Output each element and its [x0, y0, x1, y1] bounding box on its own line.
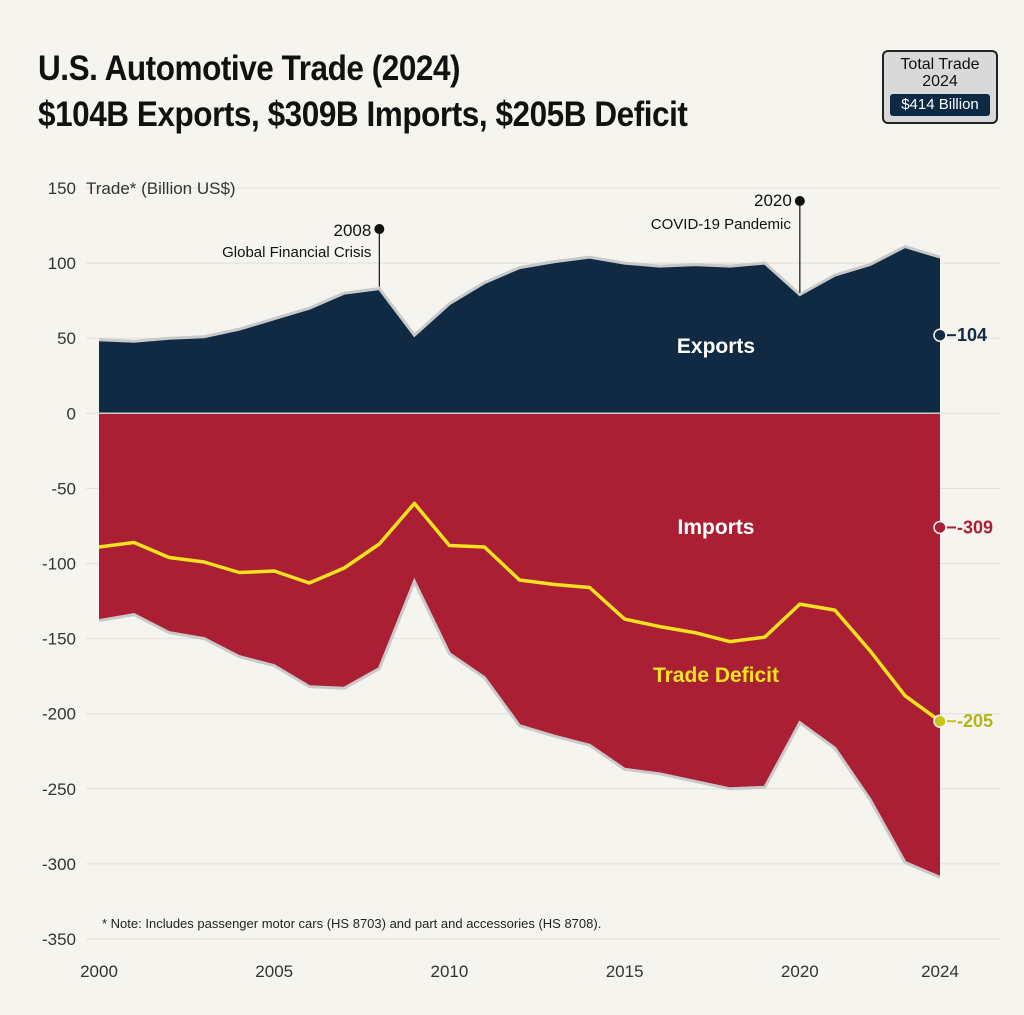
title-line-1: U.S. Automotive Trade (2024)	[38, 49, 461, 88]
chart-areas	[98, 244, 942, 879]
badge-value: $414 Billion	[890, 94, 990, 116]
y-tick-label: -250	[42, 780, 76, 799]
exports-end-marker	[933, 328, 947, 342]
annotation-2020-year: 2020	[754, 191, 792, 210]
exports-area	[99, 246, 940, 414]
annotation-2020-marker	[794, 196, 805, 206]
end-value-markers: 104 -309 -205	[933, 325, 993, 731]
imports-area	[99, 413, 940, 878]
badge-line-2: 2024	[922, 73, 958, 90]
x-tick-label: 2020	[781, 962, 819, 981]
y-tick-label: -300	[42, 855, 76, 874]
y-tick-label: 50	[57, 329, 76, 348]
imports-edge-line	[98, 577, 941, 879]
imports-end-marker	[933, 520, 947, 535]
x-axis-ticks: 2000 2005 2010 2015 2020 2024	[80, 962, 959, 981]
x-tick-label: 2010	[431, 962, 469, 981]
deficit-end-marker	[933, 714, 947, 728]
deficit-end-value: -205	[957, 711, 993, 731]
x-tick-label: 2024	[921, 962, 959, 981]
x-tick-label: 2015	[606, 962, 644, 981]
y-tick-label: -150	[42, 630, 76, 649]
y-tick-label: -100	[42, 555, 76, 574]
chart-note: * Note: Includes passenger motor cars (H…	[102, 916, 601, 931]
deficit-line	[98, 501, 942, 723]
y-axis-label: Trade* (Billion US$)	[86, 179, 236, 198]
annotation-2008-marker	[374, 224, 385, 234]
annotations: 2008 Global Financial Crisis 2020 COVID-…	[222, 191, 805, 293]
x-tick-label: 2005	[255, 962, 293, 981]
x-tick-label: 2000	[80, 962, 118, 981]
chart-title: U.S. Automotive Trade (2024) $104B Expor…	[38, 46, 688, 138]
badge-line-1: Total Trade	[900, 56, 980, 73]
y-tick-label: -350	[42, 930, 76, 949]
y-tick-label: 0	[67, 404, 76, 423]
y-tick-label: -50	[51, 479, 76, 498]
y-axis-ticks: 150 100 50 0 -50 -100 -150 -200 -250 -300 -350	[42, 179, 76, 949]
annotation-2008-year: 2008	[334, 221, 372, 240]
exports-area-label: Exports	[677, 335, 755, 358]
annotation-2020-text: COVID-19 Pandemic	[651, 216, 792, 233]
y-tick-label: 100	[48, 254, 76, 273]
exports-end-value: 104	[957, 325, 987, 345]
imports-area-label: Imports	[677, 516, 754, 539]
title-line-2: $104B Exports, $309B Imports, $205B Defi…	[38, 95, 688, 134]
imports-end-value: -309	[957, 517, 993, 537]
annotation-2008-text: Global Financial Crisis	[222, 244, 371, 261]
deficit-area-label: Trade Deficit	[653, 664, 779, 687]
y-tick-label: 150	[48, 179, 76, 198]
exports-edge-line	[98, 244, 941, 343]
y-tick-label: -200	[42, 705, 76, 724]
total-trade-badge: Total Trade 2024 $414 Billion	[882, 50, 998, 124]
